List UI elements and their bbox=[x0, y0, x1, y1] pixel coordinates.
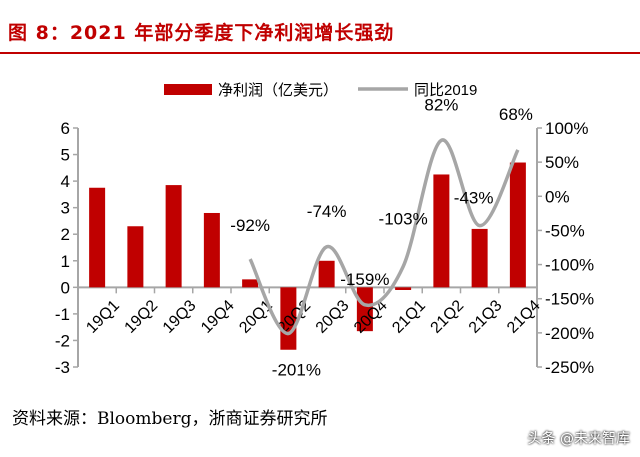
right-tick-label: -50% bbox=[545, 221, 585, 240]
category-label: 19Q3 bbox=[160, 297, 200, 337]
left-tick-label: -3 bbox=[55, 358, 70, 377]
data-label: -159% bbox=[340, 270, 389, 289]
bar-19Q2 bbox=[127, 226, 144, 288]
bar-21Q3 bbox=[471, 228, 488, 288]
right-tick-label: 0% bbox=[545, 187, 570, 206]
left-tick-label: 4 bbox=[61, 172, 70, 191]
data-label: -103% bbox=[379, 210, 428, 229]
category-label: 19Q2 bbox=[122, 297, 162, 337]
legend-line-label: 同比2019 bbox=[414, 82, 477, 99]
right-tick-label: -150% bbox=[545, 290, 594, 309]
bar-20Q3 bbox=[318, 260, 335, 288]
right-tick-label: -250% bbox=[545, 358, 594, 377]
left-tick-label: 0 bbox=[61, 278, 70, 297]
left-tick-label: 1 bbox=[61, 252, 70, 271]
data-label: -92% bbox=[230, 216, 270, 235]
data-label: -201% bbox=[272, 361, 321, 380]
data-label: 68% bbox=[499, 105, 533, 124]
title-rule bbox=[0, 52, 640, 54]
bar-19Q4 bbox=[203, 212, 220, 288]
bar-21Q1 bbox=[395, 287, 412, 290]
left-tick-label: 5 bbox=[61, 146, 70, 165]
left-tick-label: 2 bbox=[61, 225, 70, 244]
legend-bar-swatch bbox=[164, 84, 212, 95]
category-label: 20Q3 bbox=[313, 297, 353, 337]
legend-bar-label: 净利润（亿美元） bbox=[218, 82, 338, 99]
left-tick-label: 6 bbox=[61, 119, 70, 138]
data-label: 82% bbox=[424, 95, 458, 114]
chart: 6 5 4 3 2 1 0 -1 -2 -3 100% 50% 0% -50% -100% -150% -200… bbox=[55, 82, 594, 380]
data-label: -74% bbox=[307, 202, 347, 221]
category-label: 21Q1 bbox=[389, 297, 429, 337]
right-tick-label: -200% bbox=[545, 324, 594, 343]
bar-21Q4 bbox=[509, 162, 526, 288]
bar-20Q1 bbox=[242, 279, 259, 288]
watermark: 头条 @未来智库 bbox=[527, 431, 630, 447]
figure-title: 图 8：2021 年部分季度下净利润增长强劲 bbox=[8, 22, 395, 44]
left-tick-label: 3 bbox=[61, 199, 70, 218]
data-label: -43% bbox=[454, 189, 494, 208]
bar-19Q3 bbox=[165, 185, 182, 288]
right-tick-label: 50% bbox=[545, 153, 579, 172]
yoy-line bbox=[248, 138, 520, 336]
bar-21Q2 bbox=[433, 174, 450, 288]
category-label: 19Q4 bbox=[198, 297, 238, 337]
right-tick-label: -100% bbox=[545, 256, 594, 275]
left-tick-label: -2 bbox=[55, 331, 70, 350]
right-tick-label: 100% bbox=[545, 119, 588, 138]
category-label: 19Q1 bbox=[83, 297, 123, 337]
bar-19Q1 bbox=[89, 187, 106, 288]
category-label: 21Q3 bbox=[466, 297, 506, 337]
bar-20Q4 bbox=[356, 287, 373, 332]
category-label: 21Q2 bbox=[428, 297, 468, 337]
source-note: 资料来源：Bloomberg，浙商证券研究所 bbox=[12, 409, 328, 429]
category-label: 20Q1 bbox=[236, 297, 276, 337]
left-tick-label: -1 bbox=[55, 305, 70, 324]
